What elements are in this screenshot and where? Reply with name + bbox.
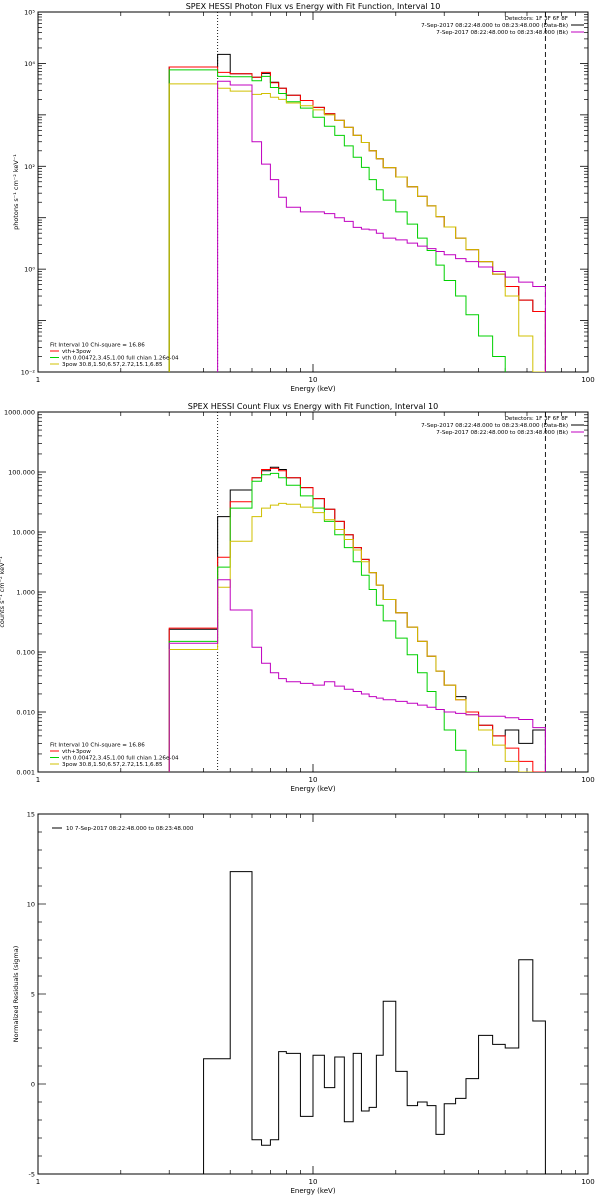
x-tick-label: 1 (36, 376, 40, 384)
series-group (203, 871, 562, 1174)
legend-entry: vth+3pow (62, 349, 91, 355)
x-tick-label: 1 (36, 1178, 40, 1186)
legend-entry: 3pow 30.8,1.50,6.57,2.72,15.1,6.85 (62, 762, 163, 768)
series-line (168, 502, 533, 772)
y-tick-label: 10.000 (12, 529, 35, 537)
series-line (168, 466, 546, 772)
y-tick-label: 10⁻² (21, 369, 36, 377)
x-tick-label: 100 (581, 776, 594, 784)
y-tick-label: 5 (31, 991, 35, 999)
series-line (168, 83, 546, 372)
series-2 (168, 467, 546, 772)
x-tick-label: 10 (309, 376, 318, 384)
y-tick-label: 10 (27, 901, 35, 909)
x-tick-label: 10 (309, 776, 318, 784)
y-tick-label: 10⁰ (24, 266, 35, 274)
x-tick-label: 10 (309, 1178, 318, 1186)
legend-fit-info: Fit Interval 10 Chi-square = 16.86 (50, 343, 145, 349)
legend-entry: 3pow 30.8,1.50,6.57,2.72,15.1,6.85 (62, 362, 163, 368)
y-axis-label: photons s⁻¹ cm⁻² keV⁻¹ (12, 154, 20, 230)
x-axis-label: Energy (keV) (290, 385, 335, 393)
legend-detectors: Detectors: 1F 3F 6F 8F (505, 416, 568, 422)
series-line (168, 66, 546, 372)
series-1 (168, 466, 546, 772)
y-tick-label: -5 (29, 1171, 35, 1179)
y-tick-label: 100.000 (8, 469, 35, 477)
x-tick-label: 100 (581, 376, 594, 384)
series-2 (168, 66, 546, 372)
series-5 (168, 579, 546, 772)
series-3 (168, 69, 506, 372)
chart-title: SPEX HESSI Photon Flux vs Energy with Fi… (186, 2, 441, 11)
legend-fit-info: Fit Interval 10 Chi-square = 16.86 (50, 743, 145, 749)
y-tick-label: 0.100 (16, 649, 35, 657)
photon-chart: SPEX HESSI Photon Flux vs Energy with Fi… (12, 2, 595, 393)
plot-frame (37, 813, 589, 1175)
y-tick-label: 1000.000 (4, 409, 35, 417)
legend-entry: 7-Sep-2017 08:22:48.000 to 08:23:48.000 … (436, 430, 568, 436)
legend-entry: 7-Sep-2017 08:22:48.000 to 08:23:48.000 … (421, 423, 568, 429)
x-axis-label: Energy (keV) (290, 1187, 335, 1195)
y-tick-label: 10² (24, 163, 35, 171)
y-tick-label: 0.001 (16, 769, 35, 777)
y-tick-label: 10⁵ (24, 9, 35, 17)
series-1 (168, 53, 546, 372)
legend-entry: vth 0.00472,3.45,1.00 full chian 1.26e-0… (62, 756, 179, 762)
y-tick-label: 10⁴ (24, 60, 35, 68)
x-tick-label: 100 (581, 1178, 594, 1186)
series-line (168, 53, 546, 372)
series-4 (168, 502, 533, 772)
series-line (203, 871, 562, 1174)
series-line (168, 69, 506, 372)
series-4 (168, 83, 546, 372)
legend-entry: vth 0.00472,3.45,1.00 full chian 1.26e-0… (62, 356, 179, 362)
x-tick-label: 1 (36, 776, 40, 784)
y-tick-label: 15 (27, 811, 35, 819)
y-axis-label: counts s⁻¹ cm⁻² keV⁻¹ (0, 556, 6, 628)
y-tick-label: 0 (31, 1081, 35, 1089)
legend-entry: 7-Sep-2017 08:22:48.000 to 08:23:48.000 … (421, 23, 568, 29)
legend-entry: vth+3pow (62, 749, 91, 755)
x-axis-label: Energy (keV) (290, 785, 335, 793)
y-tick-label: 1.000 (16, 589, 35, 597)
legend-entry: 10 7-Sep-2017 08:22:48.000 to 08:23:48.0… (66, 826, 194, 832)
chart-title: SPEX HESSI Count Flux vs Energy with Fit… (188, 402, 439, 411)
plot-frame (37, 11, 589, 373)
series-group (168, 466, 546, 772)
series-1 (203, 871, 562, 1174)
series-line (217, 80, 546, 372)
series-line (168, 579, 546, 772)
resid-chart: 1 10 100 Energy (keV) -5 0 5 10 15 Normalized Res… (12, 811, 595, 1196)
series-line (168, 467, 546, 772)
series-group (168, 53, 546, 372)
y-axis-label: Normalized Residuals (sigma) (12, 946, 20, 1043)
legend-detectors: Detectors: 1F 3F 6F 8F (505, 16, 568, 22)
count-chart: SPEX HESSI Count Flux vs Energy with Fit… (0, 402, 595, 793)
series-5 (217, 80, 546, 372)
y-tick-label: 0.010 (16, 709, 35, 717)
legend-entry: 7-Sep-2017 08:22:48.000 to 08:23:48.000 … (436, 30, 568, 36)
